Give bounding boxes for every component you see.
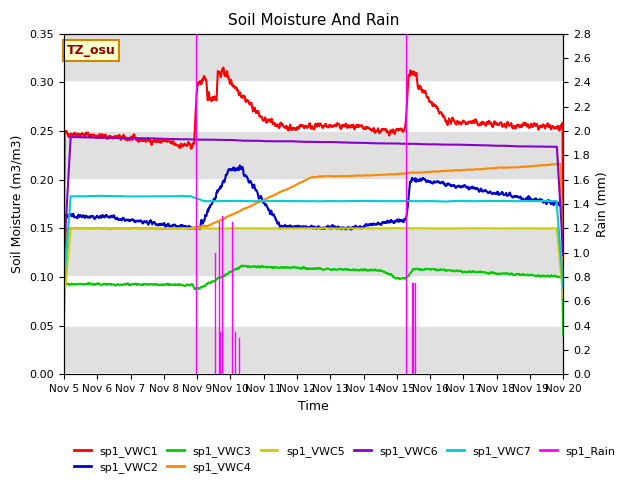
Title: Soil Moisture And Rain: Soil Moisture And Rain xyxy=(228,13,399,28)
Y-axis label: Soil Moisture (m3/m3): Soil Moisture (m3/m3) xyxy=(11,135,24,273)
Legend: sp1_VWC1, sp1_VWC2, sp1_VWC3, sp1_VWC4, sp1_VWC5, sp1_VWC6, sp1_VWC7, sp1_Rain: sp1_VWC1, sp1_VWC2, sp1_VWC3, sp1_VWC4, … xyxy=(70,441,620,478)
Y-axis label: Rain (mm): Rain (mm) xyxy=(596,171,609,237)
Bar xyxy=(64,34,563,82)
Bar xyxy=(64,131,563,180)
Bar xyxy=(64,326,563,374)
X-axis label: Time: Time xyxy=(298,400,329,413)
Text: TZ_osu: TZ_osu xyxy=(67,44,115,57)
Bar xyxy=(64,228,563,277)
